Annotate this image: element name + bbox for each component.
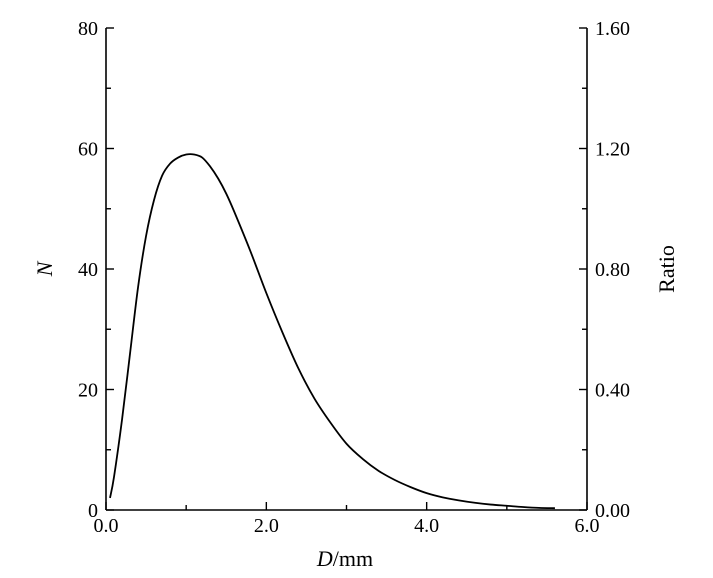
y-tick-label: 20	[78, 380, 98, 402]
series-line	[109, 153, 555, 510]
y-tick-label: 60	[78, 139, 98, 161]
y-right-tick-label: 0.40	[595, 380, 630, 402]
x-tick-label: 2.0	[254, 515, 279, 537]
x-axis-title-unit: /mm	[333, 546, 373, 571]
y-tick-label: 40	[78, 259, 98, 281]
y-right-tick-label: 1.20	[595, 139, 630, 161]
x-tick-label: 6.0	[575, 515, 600, 537]
y-tick-label: 0	[88, 500, 98, 522]
y-right-tick-label: 0.80	[595, 259, 630, 281]
y-axis-title-left: N	[32, 260, 57, 277]
x-tick-label: 0.0	[94, 515, 119, 537]
y-axis-title-right: Ratio	[654, 245, 679, 293]
x-tick-label: 4.0	[414, 515, 439, 537]
y-ticks-left: 0 20 40 60 80	[78, 18, 114, 522]
y-tick-label: 80	[78, 18, 98, 40]
y-right-tick-label: 1.60	[595, 18, 630, 40]
x-ticks: 0.0 2.0 4.0 6.0	[94, 502, 600, 537]
y-ticks-right: 0.00 0.40 0.80 1.20 1.60	[579, 18, 630, 522]
y-right-tick-label: 0.00	[595, 500, 630, 522]
x-axis-title-italic: D	[316, 546, 333, 571]
x-axis-title: D/mm	[316, 546, 373, 571]
